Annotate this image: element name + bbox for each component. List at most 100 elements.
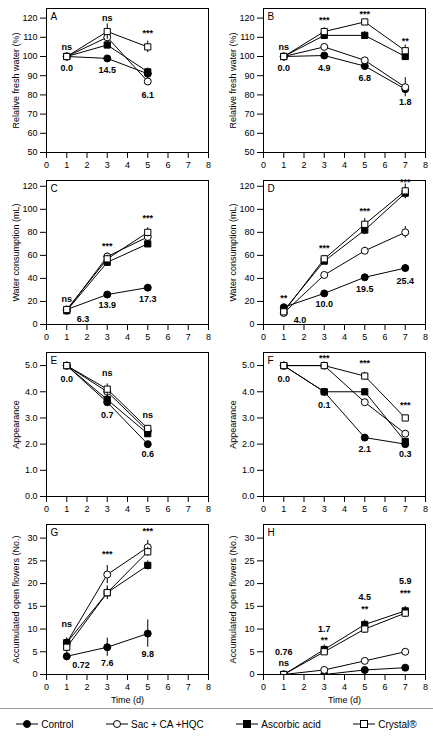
svg-text:3: 3 — [105, 332, 110, 342]
svg-text:1.8: 1.8 — [399, 97, 412, 107]
svg-text:5: 5 — [145, 160, 150, 170]
svg-text:ns: ns — [61, 42, 72, 52]
svg-text:3: 3 — [105, 504, 110, 514]
svg-text:4.0: 4.0 — [242, 387, 255, 397]
svg-text:5: 5 — [145, 504, 150, 514]
svg-text:ns: ns — [102, 368, 113, 378]
svg-text:6: 6 — [382, 160, 387, 170]
svg-text:7: 7 — [186, 160, 191, 170]
svg-text:G: G — [51, 527, 59, 538]
svg-text:A: A — [51, 11, 58, 22]
svg-text:***: *** — [319, 353, 330, 363]
svg-text:19.5: 19.5 — [356, 284, 374, 294]
svg-text:5.0: 5.0 — [242, 360, 255, 370]
svg-text:40: 40 — [27, 273, 37, 283]
svg-text:20: 20 — [27, 578, 37, 588]
svg-text:2: 2 — [301, 160, 306, 170]
svg-text:Accumulated open flowers (No.): Accumulated open flowers (No.) — [11, 535, 21, 663]
svg-text:0.0: 0.0 — [60, 63, 73, 73]
svg-text:2: 2 — [84, 682, 89, 692]
svg-text:***: *** — [400, 588, 411, 598]
svg-text:80: 80 — [27, 227, 37, 237]
svg-text:Accumulated open flowers (No.): Accumulated open flowers (No.) — [228, 535, 238, 663]
svg-text:2.0: 2.0 — [25, 439, 38, 449]
svg-text:50: 50 — [244, 147, 254, 157]
svg-text:0.76: 0.76 — [275, 647, 293, 657]
svg-text:0.1: 0.1 — [318, 400, 331, 410]
svg-text:90: 90 — [244, 71, 254, 81]
svg-text:8: 8 — [423, 160, 428, 170]
svg-text:E: E — [51, 355, 58, 366]
svg-text:25: 25 — [244, 556, 254, 566]
svg-text:F: F — [268, 355, 274, 366]
svg-text:80: 80 — [244, 227, 254, 237]
svg-text:4: 4 — [125, 504, 130, 514]
svg-text:13.9: 13.9 — [98, 300, 116, 310]
svg-text:6: 6 — [165, 682, 170, 692]
svg-text:1: 1 — [281, 682, 286, 692]
svg-text:D: D — [268, 183, 275, 194]
svg-text:0: 0 — [44, 332, 49, 342]
svg-text:1: 1 — [64, 160, 69, 170]
svg-text:Water consumption (mL): Water consumption (mL) — [228, 203, 238, 301]
svg-text:4.0: 4.0 — [294, 315, 307, 325]
svg-text:100: 100 — [22, 51, 37, 61]
svg-text:25: 25 — [27, 556, 37, 566]
svg-text:3.0: 3.0 — [242, 413, 255, 423]
svg-text:ns: ns — [278, 658, 289, 668]
svg-text:6: 6 — [382, 332, 387, 342]
svg-text:20: 20 — [244, 296, 254, 306]
svg-text:60: 60 — [244, 250, 254, 260]
svg-text:90: 90 — [27, 71, 37, 81]
svg-text:5: 5 — [362, 504, 367, 514]
svg-text:6: 6 — [382, 682, 387, 692]
svg-text:14.5: 14.5 — [98, 65, 116, 75]
svg-text:Appearance: Appearance — [228, 400, 238, 449]
svg-text:***: *** — [359, 206, 370, 216]
svg-text:7: 7 — [403, 332, 408, 342]
svg-text:2: 2 — [301, 504, 306, 514]
svg-text:4: 4 — [125, 160, 130, 170]
svg-text:8: 8 — [423, 332, 428, 342]
svg-text:5.9: 5.9 — [399, 576, 412, 586]
svg-text:H: H — [268, 527, 275, 538]
svg-text:***: *** — [359, 9, 370, 19]
svg-text:1: 1 — [281, 160, 286, 170]
svg-text:30: 30 — [244, 533, 254, 543]
svg-text:3: 3 — [105, 160, 110, 170]
svg-text:1: 1 — [64, 504, 69, 514]
svg-text:ns: ns — [142, 410, 153, 420]
svg-text:3: 3 — [322, 504, 327, 514]
svg-text:4: 4 — [125, 682, 130, 692]
svg-text:2: 2 — [84, 504, 89, 514]
svg-text:5: 5 — [362, 332, 367, 342]
svg-text:10: 10 — [244, 624, 254, 634]
svg-text:3: 3 — [322, 682, 327, 692]
svg-text:7: 7 — [186, 332, 191, 342]
svg-text:5: 5 — [249, 647, 254, 657]
svg-text:Water consumption (mL): Water consumption (mL) — [11, 203, 21, 301]
svg-text:0.7: 0.7 — [101, 410, 114, 420]
svg-text:2: 2 — [84, 332, 89, 342]
svg-text:40: 40 — [244, 273, 254, 283]
svg-text:70: 70 — [244, 109, 254, 119]
svg-text:6: 6 — [165, 504, 170, 514]
svg-text:4: 4 — [342, 160, 347, 170]
svg-text:60: 60 — [244, 128, 254, 138]
svg-text:1.7: 1.7 — [318, 624, 331, 634]
svg-text:7: 7 — [186, 504, 191, 514]
svg-text:ns: ns — [278, 42, 289, 52]
svg-text:5.0: 5.0 — [25, 360, 38, 370]
svg-text:10.0: 10.0 — [315, 299, 333, 309]
svg-text:8: 8 — [206, 682, 211, 692]
svg-text:6: 6 — [165, 332, 170, 342]
svg-text:4: 4 — [342, 682, 347, 692]
svg-text:ns: ns — [102, 13, 113, 23]
svg-text:6.8: 6.8 — [358, 73, 371, 83]
svg-text:0.3: 0.3 — [399, 449, 412, 459]
svg-text:80: 80 — [244, 90, 254, 100]
svg-text:0: 0 — [261, 504, 266, 514]
svg-text:0: 0 — [44, 682, 49, 692]
svg-text:8: 8 — [206, 332, 211, 342]
svg-text:120: 120 — [22, 181, 37, 191]
